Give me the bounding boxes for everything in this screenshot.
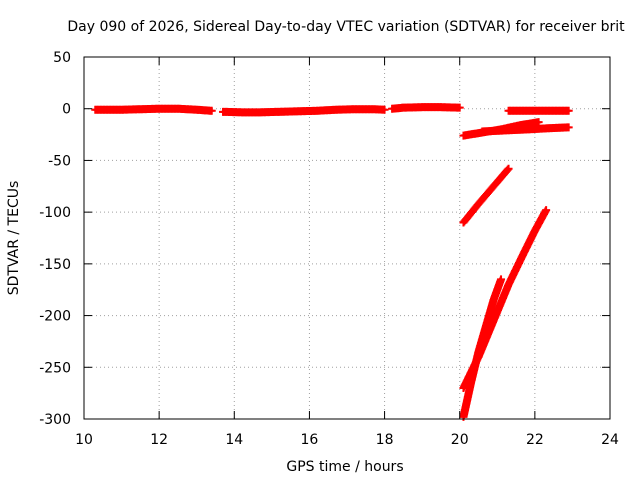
series-track-d [504,106,573,115]
y-tick-label: 0 [62,102,71,118]
x-tick-label: 18 [376,432,394,448]
x-tick-label: 16 [301,432,319,448]
x-tick-label: 22 [526,432,544,448]
series-track-a [91,104,216,115]
series-track-c [388,103,464,113]
data-point [542,206,551,215]
plot-frame [83,56,611,420]
x-axis-label: GPS time / hours [286,459,403,475]
data-point [380,105,389,114]
y-tick-label: -100 [39,205,71,221]
data-points [91,103,573,421]
y-tick-label: -50 [48,153,71,169]
series-track-f [478,123,573,136]
data-point [564,106,573,115]
y-tick-label: 50 [53,50,71,66]
axis-ticks: 10 12 14 16 18 20 22 24 -300 -250 -200 -150 -100 -50 0… [39,50,619,448]
data-point [207,106,216,115]
x-tick-label: 20 [451,432,469,448]
chart-title: Day 090 of 2026, Sidereal Day-to-day VTE… [67,19,625,35]
y-tick-label: -250 [39,360,71,376]
data-point [504,164,513,173]
series-track-i [459,275,506,421]
y-tick-label: -300 [39,412,71,428]
series-track-b [219,105,389,117]
data-point [564,123,573,132]
series-track-g [459,164,513,227]
x-tick-label: 12 [150,432,168,448]
y-axis-label: SDTVAR / TECUs [6,181,22,296]
x-tick-label: 10 [75,432,93,448]
y-tick-label: -200 [39,309,71,325]
x-tick-label: 24 [601,432,619,448]
data-point [455,103,464,112]
y-tick-label: -150 [39,257,71,273]
x-tick-label: 14 [225,432,243,448]
data-point [497,275,506,284]
